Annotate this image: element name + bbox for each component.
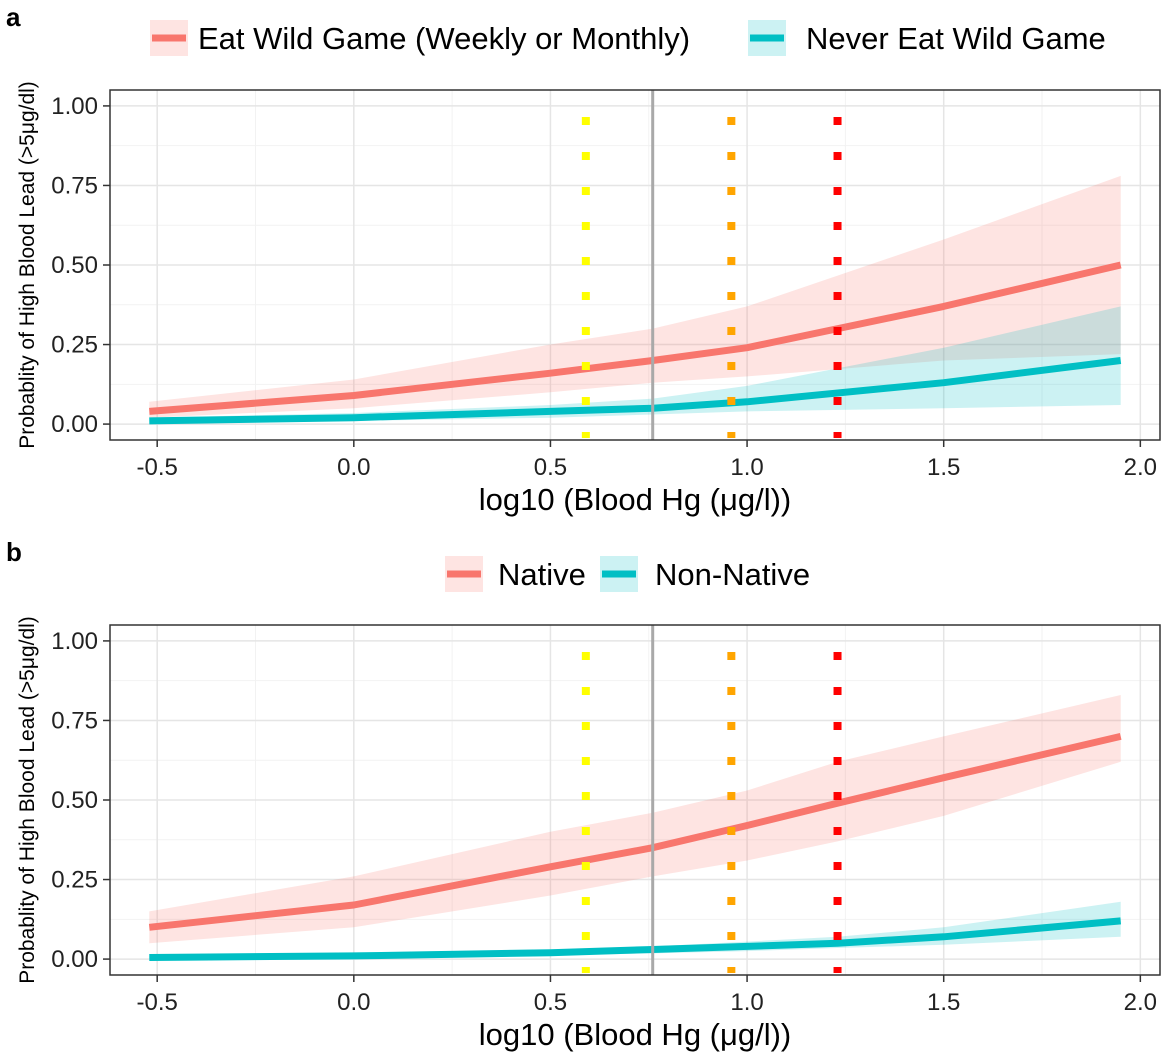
y-tick-label: 1.00 xyxy=(51,93,98,120)
x-axis-title: log10 (Blood Hg (μg/l)) xyxy=(479,1017,792,1052)
y-tick-label: 1.00 xyxy=(51,628,98,655)
y-tick-label: 0.50 xyxy=(51,787,98,814)
x-axis-title: log10 (Blood Hg (μg/l)) xyxy=(479,482,792,517)
confidence-band xyxy=(149,175,1121,418)
panel-b: b Native Non-Native -0.5 0.0 0.5 1.0 1.5 2.0 0.00… xyxy=(6,537,1161,1052)
y-tick-label: 0.75 xyxy=(51,172,98,199)
x-tick-label: 0.5 xyxy=(534,989,567,1016)
legend-label: Eat Wild Game (Weekly or Monthly) xyxy=(198,21,690,56)
legend-label: Native xyxy=(498,557,586,592)
y-tick-label: 0.00 xyxy=(51,946,98,973)
y-tick-label: 0.25 xyxy=(51,332,98,359)
x-tick-label: 2.0 xyxy=(1124,454,1157,481)
y-tick-label: 0.00 xyxy=(51,411,98,438)
y-axis-title: Probablity of High Blood Lead (>5μg/dl) xyxy=(16,81,39,449)
x-tick-label: -0.5 xyxy=(137,454,178,481)
confidence-band xyxy=(149,901,1121,959)
y-axis-title: Probablity of High Blood Lead (>5μg/dl) xyxy=(16,616,39,984)
x-tick-label: 0.5 xyxy=(534,454,567,481)
legend-label: Never Eat Wild Game xyxy=(806,21,1106,56)
y-tick-label: 0.50 xyxy=(51,252,98,279)
panel-letter: b xyxy=(6,537,22,567)
x-tick-label: 1.0 xyxy=(730,454,763,481)
x-tick-label: 0.0 xyxy=(337,454,370,481)
panel-letter: a xyxy=(6,2,21,32)
panel-a: a Eat Wild Game (Weekly or Monthly) Never … xyxy=(6,2,1161,517)
x-tick-label: 0.0 xyxy=(337,989,370,1016)
legend-label: Non-Native xyxy=(655,557,810,592)
x-tick-label: 1.5 xyxy=(927,454,960,481)
x-tick-label: -0.5 xyxy=(137,989,178,1016)
series-line xyxy=(148,732,1122,931)
confidence-band xyxy=(149,695,1121,944)
x-tick-label: 2.0 xyxy=(1124,989,1157,1016)
x-tick-label: 1.5 xyxy=(927,989,960,1016)
x-tick-label: 1.0 xyxy=(730,989,763,1016)
y-tick-label: 0.75 xyxy=(51,707,98,734)
y-tick-label: 0.25 xyxy=(51,867,98,894)
series-line xyxy=(149,917,1122,961)
confidence-band xyxy=(149,306,1121,424)
